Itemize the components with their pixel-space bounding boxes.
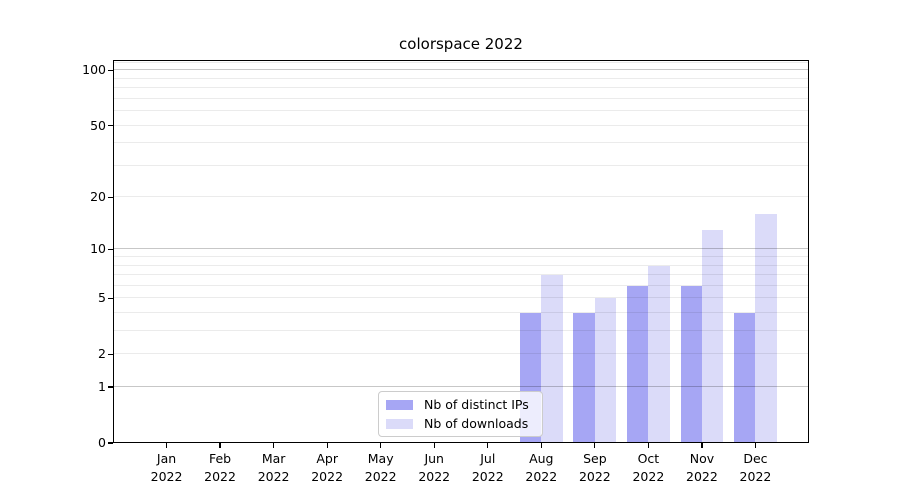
gridline-minor	[113, 110, 809, 112]
x-tick-label: Nov 2022	[686, 451, 718, 484]
gridline-minor	[113, 87, 809, 89]
gridline-minor	[113, 142, 809, 144]
x-tick-mark	[754, 443, 757, 448]
bar-distinct-ips	[573, 313, 595, 443]
y-tick-label: 50	[90, 117, 106, 133]
bar-downloads	[701, 229, 724, 443]
gridline-minor	[113, 353, 809, 355]
gridline-minor	[113, 284, 809, 286]
gridline-minor	[113, 164, 809, 166]
gridline-minor	[113, 297, 809, 299]
y-tick-mark	[108, 248, 113, 251]
gridline-minor	[113, 97, 809, 99]
gridline-minor	[113, 61, 809, 63]
y-tick-mark	[108, 125, 113, 127]
y-tick-label: 5	[98, 290, 106, 306]
x-tick-mark	[594, 443, 596, 448]
y-axis-labels: 0 1 2 5 10 20 50 100	[0, 60, 106, 450]
y-tick-label: 100	[82, 62, 106, 78]
x-tick-mark	[540, 443, 542, 448]
x-tick-label: Jun 2022	[418, 451, 451, 484]
legend-label-downloads: Nb of downloads	[424, 416, 529, 431]
legend-item-downloads: Nb of downloads	[386, 415, 535, 432]
bar-downloads	[541, 275, 563, 443]
x-tick-label: Jul 2022	[471, 451, 504, 484]
x-tick-label: Aug 2022	[525, 451, 558, 484]
bar-downloads	[755, 214, 777, 443]
bar-downloads	[594, 298, 617, 443]
gridline-major	[113, 69, 809, 71]
bar-downloads	[648, 265, 670, 443]
chart-title: colorspace 2022	[399, 35, 523, 53]
x-tick-mark	[701, 443, 703, 448]
y-tick-mark	[108, 353, 113, 355]
gridline-minor	[113, 256, 809, 258]
x-tick-mark	[487, 443, 489, 448]
legend-label-distinct-ips: Nb of distinct IPs	[424, 397, 529, 412]
x-tick-label: Jan 2022	[150, 451, 183, 484]
y-tick-label: 2	[98, 346, 106, 362]
x-tick-mark	[165, 443, 168, 448]
legend-swatch-distinct-ips	[386, 399, 413, 410]
x-tick-mark	[433, 443, 435, 448]
y-tick-label: 0	[98, 435, 106, 450]
x-tick-label: May 2022	[364, 451, 397, 484]
bar-distinct-ips	[680, 285, 702, 443]
x-tick-label: Sep 2022	[578, 451, 611, 484]
x-tick-label: Oct 2022	[632, 451, 665, 484]
y-tick-mark	[108, 297, 113, 299]
y-tick-label: 1	[98, 379, 106, 395]
x-tick-label: Mar 2022	[257, 451, 290, 484]
y-tick-mark	[108, 196, 113, 198]
gridline-minor	[113, 124, 809, 126]
bar-distinct-ips	[734, 313, 756, 443]
gridline-minor	[113, 312, 809, 314]
y-tick-mark	[108, 69, 113, 72]
plot-area	[108, 60, 809, 448]
gridline-minor	[113, 196, 809, 198]
x-tick-label: Feb 2022	[204, 451, 236, 484]
gridline-major	[113, 386, 809, 388]
legend-swatch-downloads	[386, 418, 413, 429]
legend: Nb of distinct IPs Nb of downloads	[378, 391, 543, 437]
x-tick-mark	[647, 443, 649, 448]
x-tick-mark	[273, 443, 275, 448]
x-tick-mark	[326, 443, 328, 448]
x-tick-mark	[219, 443, 221, 448]
gridline-major	[113, 248, 809, 250]
legend-item-distinct-ips: Nb of distinct IPs	[386, 396, 535, 413]
gridline-minor	[113, 274, 809, 276]
gridline-minor	[113, 264, 809, 266]
gridline-minor	[113, 77, 809, 79]
gridline-minor	[113, 330, 809, 332]
bar-distinct-ips	[626, 285, 649, 443]
x-tick-label: Apr 2022	[311, 451, 344, 484]
y-tick-mark	[108, 386, 113, 388]
x-tick-mark	[380, 443, 382, 448]
y-tick-label: 10	[90, 241, 106, 257]
y-tick-mark	[108, 442, 113, 444]
x-axis-labels: Jan 2022 Feb 2022 Mar 2022 Apr 2022 May 2022…	[113, 450, 809, 495]
x-tick-label: Dec 2022	[739, 451, 772, 484]
y-tick-label: 20	[90, 189, 106, 205]
